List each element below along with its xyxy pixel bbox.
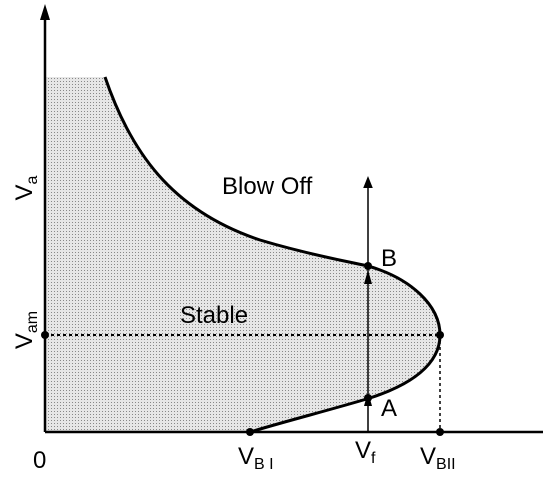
y-axis-label: Va <box>11 175 41 200</box>
y-axis-label-sub: a <box>24 175 41 184</box>
vf-label-sub: f <box>371 450 376 467</box>
point-b <box>364 262 372 270</box>
point-b-label: B <box>381 245 397 272</box>
point-nose <box>436 331 444 339</box>
vf-label: Vf <box>355 437 376 467</box>
vam-label-main: V <box>11 333 38 349</box>
vam-label-sub: am <box>24 311 41 333</box>
vbii-label: VBII <box>420 443 456 473</box>
origin-label: 0 <box>33 447 46 474</box>
stable-label: Stable <box>180 302 248 329</box>
point-a-label: A <box>381 395 397 422</box>
vam-label: Vam <box>11 311 41 349</box>
stable-region <box>45 77 440 432</box>
point-vbi <box>246 428 254 436</box>
vbi-label-main: V <box>238 443 254 470</box>
y-axis-arrow <box>40 4 50 20</box>
y-axis-label-main: V <box>11 184 38 200</box>
point-vam <box>41 331 49 339</box>
vf-label-main: V <box>355 437 371 464</box>
point-vbii <box>436 428 444 436</box>
vbii-label-sub: BII <box>436 456 456 473</box>
stability-curve <box>103 76 442 434</box>
point-a <box>364 394 372 402</box>
vbi-label-sub: B I <box>254 456 274 473</box>
blow-off-label: Blow Off <box>222 173 313 200</box>
vbii-label-main: V <box>420 443 436 470</box>
vbi-label: VB I <box>238 443 274 473</box>
arrowhead-b <box>364 270 372 284</box>
